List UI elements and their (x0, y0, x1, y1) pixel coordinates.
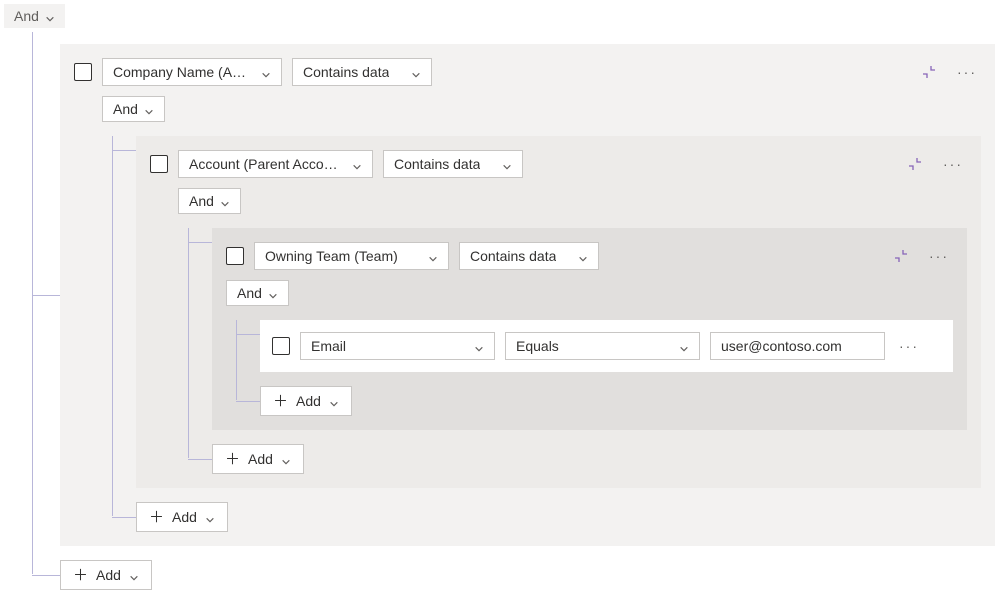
condition-field-label: Email (311, 338, 346, 354)
chevron-down-icon (578, 251, 588, 261)
group-1-add-row: ＋ Add (136, 502, 981, 532)
group-3-operator-label: Contains data (470, 248, 556, 264)
group-3-connector[interactable]: And (226, 280, 289, 306)
group-1-checkbox[interactable] (74, 63, 92, 81)
group-1-connector[interactable]: And (102, 96, 165, 122)
group-2-tree: Owning Team (Team) Contains data (188, 228, 967, 474)
chevron-down-icon (352, 159, 362, 169)
chevron-down-icon (329, 396, 339, 406)
group-2-row: Account (Parent Account) Contains data (136, 136, 981, 488)
chevron-down-icon (268, 288, 278, 298)
condition-value-input[interactable]: user@contoso.com (710, 332, 885, 360)
group-3-field-select[interactable]: Owning Team (Team) (254, 242, 449, 270)
condition-value-text: user@contoso.com (721, 338, 842, 354)
plus-icon: ＋ (273, 394, 288, 409)
condition-operator-label: Equals (516, 338, 559, 354)
group-2-connector[interactable]: And (178, 188, 241, 214)
plus-icon: ＋ (149, 510, 164, 525)
root-add-row: ＋ Add (60, 560, 995, 590)
plus-icon: ＋ (225, 452, 240, 467)
collapse-icon[interactable] (887, 242, 915, 270)
group-1-tree: Account (Parent Account) Contains data (112, 136, 981, 532)
chevron-down-icon (205, 512, 215, 522)
more-icon[interactable]: ··· (925, 242, 953, 270)
group-2-operator-label: Contains data (394, 156, 480, 172)
group-3-panel: Owning Team (Team) Contains data (212, 228, 967, 430)
root-tree: Company Name (Accou… Contains data ··· A… (32, 44, 995, 590)
condition-row: Email Equals (260, 320, 953, 372)
group-1-operator-select[interactable]: Contains data (292, 58, 432, 86)
add-label: Add (296, 393, 321, 409)
group-2-panel: Account (Parent Account) Contains data (136, 136, 981, 488)
root-connector[interactable]: And (4, 4, 65, 28)
chevron-down-icon (411, 67, 421, 77)
group-3-connector-label: And (237, 285, 262, 301)
group-1-connector-label: And (113, 101, 138, 117)
group-2-operator-select[interactable]: Contains data (383, 150, 523, 178)
root-add-button[interactable]: ＋ Add (60, 560, 152, 590)
group-3-tree: Email Equals (236, 320, 953, 416)
group-3-header: Owning Team (Team) Contains data (226, 242, 953, 270)
group-2-add-row: ＋ Add (212, 444, 967, 474)
group-1-row: Company Name (Accou… Contains data ··· A… (60, 44, 995, 546)
group-2-header: Account (Parent Account) Contains data (150, 150, 967, 178)
chevron-down-icon (45, 11, 55, 21)
condition-row-wrapper: Email Equals (260, 320, 953, 372)
root-connector-label: And (14, 8, 39, 24)
condition-field-select[interactable]: Email (300, 332, 495, 360)
condition-operator-select[interactable]: Equals (505, 332, 700, 360)
chevron-down-icon (129, 570, 139, 580)
add-label: Add (96, 567, 121, 583)
chevron-down-icon (281, 454, 291, 464)
plus-icon: ＋ (73, 568, 88, 583)
group-3-row: Owning Team (Team) Contains data (212, 228, 967, 430)
group-1-add-button[interactable]: ＋ Add (136, 502, 228, 532)
chevron-down-icon (144, 104, 154, 114)
chevron-down-icon (474, 341, 484, 351)
condition-checkbox[interactable] (272, 337, 290, 355)
chevron-down-icon (502, 159, 512, 169)
chevron-down-icon (220, 196, 230, 206)
more-icon[interactable]: ··· (953, 58, 981, 86)
group-3-operator-select[interactable]: Contains data (459, 242, 599, 270)
add-label: Add (172, 509, 197, 525)
group-1-header: Company Name (Accou… Contains data ··· (74, 58, 981, 86)
more-icon[interactable]: ··· (939, 150, 967, 178)
group-2-add-button[interactable]: ＋ Add (212, 444, 304, 474)
group-2-field-label: Account (Parent Account) (189, 156, 344, 172)
collapse-icon[interactable] (901, 150, 929, 178)
group-3-add-row: ＋ Add (260, 386, 953, 416)
group-2-field-select[interactable]: Account (Parent Account) (178, 150, 373, 178)
group-3-field-label: Owning Team (Team) (265, 248, 398, 264)
more-icon[interactable]: ··· (895, 332, 923, 360)
group-2-checkbox[interactable] (150, 155, 168, 173)
group-2-connector-label: And (189, 193, 214, 209)
chevron-down-icon (679, 341, 689, 351)
group-1-panel: Company Name (Accou… Contains data ··· A… (60, 44, 995, 546)
group-1-field-label: Company Name (Accou… (113, 64, 253, 80)
group-3-checkbox[interactable] (226, 247, 244, 265)
add-label: Add (248, 451, 273, 467)
group-1-field-select[interactable]: Company Name (Accou… (102, 58, 282, 86)
group-3-add-button[interactable]: ＋ Add (260, 386, 352, 416)
chevron-down-icon (428, 251, 438, 261)
chevron-down-icon (261, 67, 271, 77)
collapse-icon[interactable] (915, 58, 943, 86)
group-1-operator-label: Contains data (303, 64, 389, 80)
